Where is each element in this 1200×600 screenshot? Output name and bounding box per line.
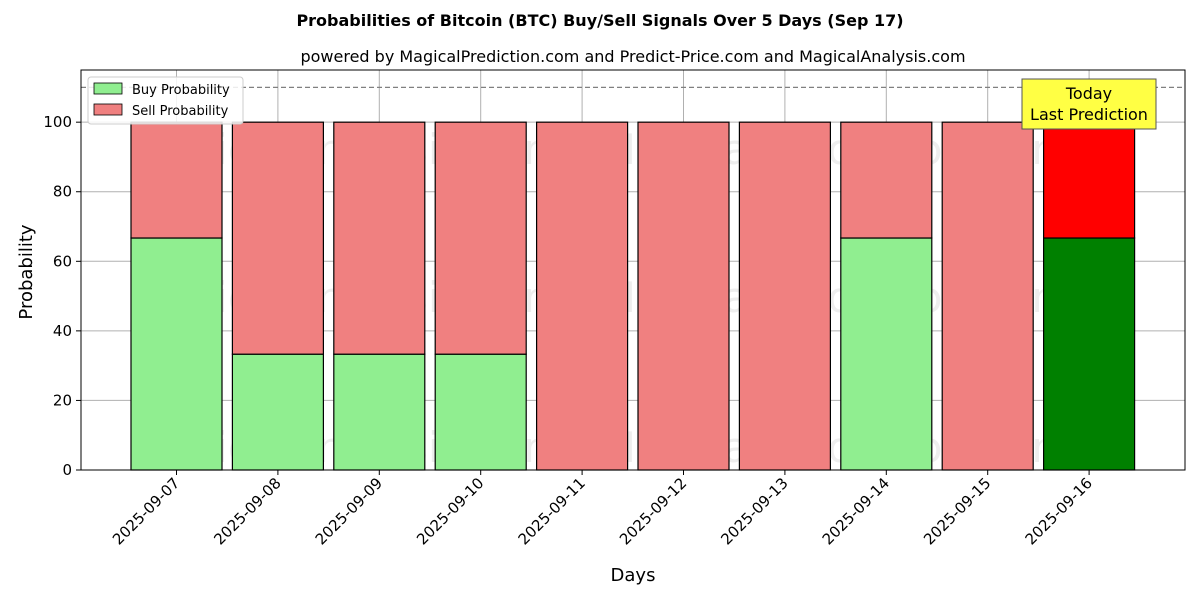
y-tick-label: 100 [43,113,72,131]
annotation-box [1021,78,1157,130]
bar-sell [231,121,324,355]
bar-sell [333,121,426,355]
bar-sell [840,121,933,239]
bar-buy [333,353,426,471]
chart-title: Probabilities of Bitcoin (BTC) Buy/Sell … [296,11,903,30]
chart-subtitle: powered by MagicalPrediction.com and Pre… [300,47,965,66]
x-tick-label: 2025-09-09 [312,474,386,548]
y-tick-label: 60 [53,252,72,270]
bar-buy [130,237,223,471]
bar-buy [434,353,527,471]
bar-sell [535,121,629,471]
x-tick-label: 2025-09-11 [515,474,589,548]
y-ticks: 0 20 40 60 80 100 [43,113,81,479]
legend-swatch-sell [93,103,123,116]
x-axis-label: Days [611,565,656,586]
bar-buy [1042,237,1136,471]
bar-sell [434,121,527,355]
y-tick-label: 80 [53,183,72,201]
x-tick-label: 2025-09-08 [210,474,284,548]
annotation-line2: Last Prediction [1030,105,1148,124]
x-tick-label: 2025-09-16 [1022,474,1096,548]
y-axis-label: Probability [16,224,37,319]
x-tick-label: 2025-09-07 [109,474,183,548]
bar-buy [840,237,933,471]
x-tick-label: 2025-09-12 [616,474,690,548]
x-tick-label: 2025-09-14 [819,474,893,548]
bar-sell [130,121,223,239]
y-tick-label: 20 [53,391,72,409]
bar-sell [941,121,1034,471]
bar-sell [637,121,730,471]
plot-frame [80,69,1186,471]
today-annotation: Today Last Prediction [1021,78,1157,130]
x-tick-label: 2025-09-10 [413,474,487,548]
x-ticks: 2025-09-07 2025-09-08 2025-09-09 2025-09-10… [109,470,1096,548]
legend: Buy Probability Sell Probability [87,76,244,125]
x-tick-label: 2025-09-15 [920,474,994,548]
x-tick-label: 2025-09-13 [717,474,791,548]
legend-label-sell: Sell Probability [132,104,229,119]
bar-buy [231,353,324,471]
legend-box [87,76,244,125]
bars [130,121,1136,471]
legend-swatch-buy [93,82,123,95]
annotation-line1: Today [1065,84,1112,103]
y-tick-label: 40 [53,322,72,340]
bar-sell [738,121,832,471]
y-tick-label: 0 [62,461,72,479]
legend-label-buy: Buy Probability [132,83,230,98]
bar-sell [1042,121,1136,239]
